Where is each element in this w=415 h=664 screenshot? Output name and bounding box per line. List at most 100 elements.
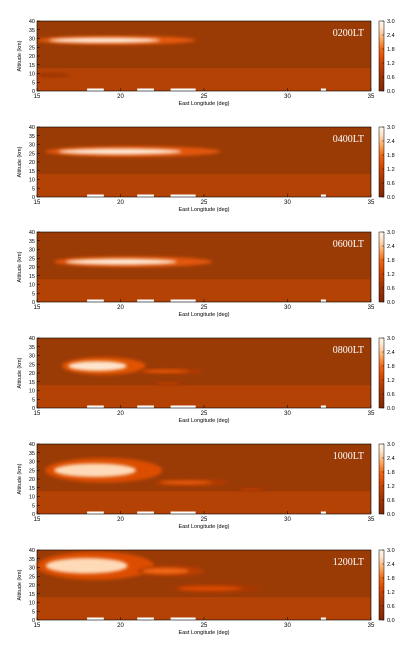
x-axis-label: East Longitude (deg) — [178, 207, 229, 213]
colorbar-tick-label: 2.4 — [387, 350, 395, 356]
boundary-layer — [37, 279, 371, 302]
x-tick-label: 20 — [117, 94, 124, 100]
colorbar-tick-label: 0.0 — [387, 406, 395, 412]
x-tick-label: 30 — [284, 94, 291, 100]
y-tick-label: 35 — [29, 345, 35, 351]
y-tick-label: 0 — [32, 89, 35, 95]
plume-core — [48, 37, 160, 43]
colorbar-tick-label: 1.8 — [387, 258, 395, 264]
terrain-mask — [137, 88, 154, 91]
colorbar-tick-label: 2.4 — [387, 244, 395, 250]
terrain-mask — [170, 511, 196, 514]
colorbar-tick-label: 0.0 — [387, 89, 395, 95]
y-tick-label: 35 — [29, 451, 35, 457]
y-tick-label: 35 — [29, 134, 35, 140]
colorbar-tick-label: 1.8 — [387, 470, 395, 476]
plume-core — [142, 568, 189, 574]
colorbar-tick-label: 0.0 — [387, 512, 395, 518]
y-tick-label: 30 — [29, 354, 35, 360]
plume-core — [58, 148, 182, 155]
x-tick-label: 35 — [368, 623, 375, 629]
y-tick-label: 20 — [29, 54, 35, 60]
terrain-mask — [87, 617, 104, 620]
colorbar-tick-label: 2.4 — [387, 456, 395, 462]
boundary-layer — [37, 174, 371, 197]
y-tick-label: 0 — [32, 512, 35, 518]
boundary-layer — [37, 597, 371, 620]
terrain-mask — [137, 299, 154, 302]
y-tick-label: 35 — [29, 239, 35, 245]
terrain-mask — [320, 405, 326, 408]
panel-1: 15 20 25 30 35 0 5 10 15 20 25 30 35 40 East Longitude… — [17, 19, 395, 107]
y-tick-label: 10 — [29, 389, 35, 395]
colorbar — [378, 126, 385, 198]
x-tick-label: 25 — [201, 623, 208, 629]
colorbar-tick-label: 1.2 — [387, 590, 395, 596]
x-tick-label: 35 — [368, 200, 375, 206]
colorbar-tick-label: 3.0 — [387, 19, 395, 25]
terrain-mask — [87, 511, 104, 514]
colorbar — [378, 231, 385, 303]
panel-3: 15 20 25 30 35 0 5 10 15 20 25 30 35 40 East Longitude… — [17, 230, 395, 318]
terrain-mask — [320, 617, 326, 620]
colorbar-tick-label: 3.0 — [387, 230, 395, 236]
y-tick-label: 40 — [29, 548, 35, 554]
y-tick-label: 15 — [29, 380, 35, 386]
panel-2: 15 20 25 30 35 0 5 10 15 20 25 30 35 40 East Longitude… — [17, 125, 395, 213]
colorbar-tick-label: 1.2 — [387, 272, 395, 278]
x-tick-label: 20 — [117, 305, 124, 311]
colorbar — [378, 443, 385, 515]
colorbar-tick-label: 1.8 — [387, 364, 395, 370]
y-tick-label: 25 — [29, 362, 35, 368]
x-tick-label: 15 — [34, 411, 41, 417]
colorbar-tick-label: 0.6 — [387, 498, 395, 504]
colorbar — [378, 337, 385, 409]
x-tick-label: 15 — [34, 623, 41, 629]
x-tick-label: 35 — [368, 411, 375, 417]
y-tick-label: 25 — [29, 151, 35, 157]
x-tick-label: 15 — [34, 517, 41, 523]
y-tick-label: 25 — [29, 256, 35, 262]
boundary-layer — [37, 68, 371, 91]
y-tick-label: 35 — [29, 557, 35, 563]
colorbar-tick-label: 2.4 — [387, 562, 395, 568]
x-axis-label: East Longitude (deg) — [178, 524, 229, 530]
terrain-mask — [87, 194, 104, 197]
y-axis-label: Altitude (km) — [17, 251, 23, 282]
plume-core — [177, 586, 242, 591]
x-tick-label: 35 — [368, 517, 375, 523]
y-tick-label: 15 — [29, 486, 35, 492]
colorbar-tick-label: 1.8 — [387, 47, 395, 53]
x-tick-label: 15 — [34, 305, 41, 311]
colorbar-tick-label: 0.0 — [387, 618, 395, 624]
x-tick-label: 20 — [117, 517, 124, 523]
time-label: 1000LT — [333, 451, 364, 462]
x-tick-label: 25 — [201, 305, 208, 311]
y-tick-label: 35 — [29, 28, 35, 34]
time-label: 0800LT — [333, 345, 364, 356]
x-tick-label: 25 — [201, 517, 208, 523]
colorbar-tick-label: 1.8 — [387, 153, 395, 159]
y-tick-label: 40 — [29, 230, 35, 236]
x-tick-label: 20 — [117, 411, 124, 417]
y-tick-label: 10 — [29, 283, 35, 289]
terrain-mask — [170, 194, 196, 197]
colorbar-tick-label: 0.6 — [387, 286, 395, 292]
x-tick-label: 25 — [201, 94, 208, 100]
colorbar-tick-label: 1.2 — [387, 61, 395, 67]
y-tick-label: 40 — [29, 336, 35, 342]
y-tick-label: 0 — [32, 300, 35, 306]
plume-core — [159, 480, 213, 485]
y-tick-label: 25 — [29, 45, 35, 51]
plume-core — [54, 463, 136, 477]
y-tick-label: 15 — [29, 592, 35, 598]
time-label: 0400LT — [333, 134, 364, 145]
plume-core — [142, 369, 189, 373]
y-tick-label: 10 — [29, 178, 35, 184]
panel-6: 15 20 25 30 35 0 5 10 15 20 25 30 35 40 East Longitude… — [17, 548, 395, 636]
x-tick-label: 30 — [284, 517, 291, 523]
terrain-mask — [170, 617, 196, 620]
x-tick-label: 30 — [284, 305, 291, 311]
colorbar-tick-label: 0.6 — [387, 392, 395, 398]
